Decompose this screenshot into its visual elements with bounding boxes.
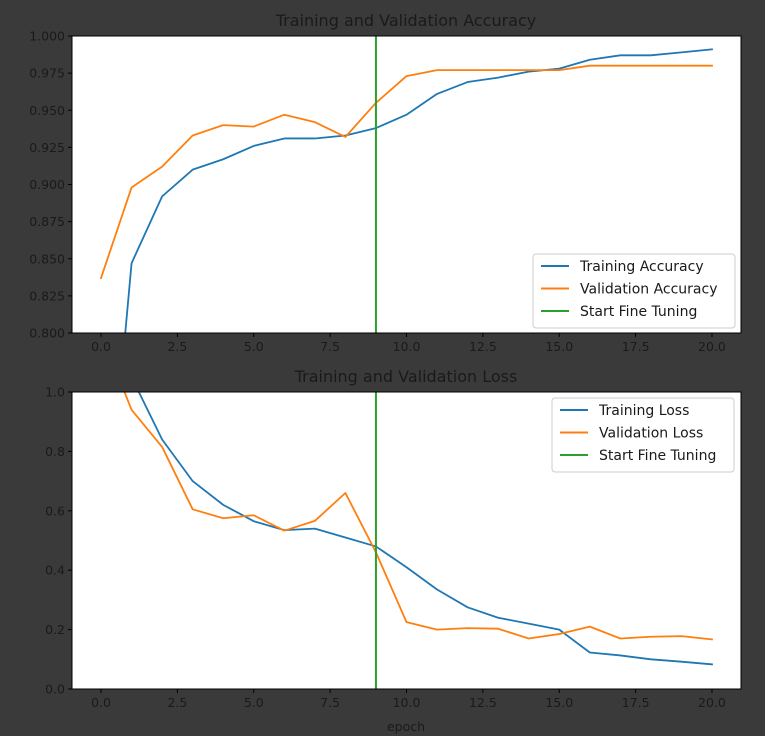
accuracy-y-axis: 0.800 0.825 0.850 0.875 0.900 0.925 0.950 0.975…	[29, 29, 72, 341]
accuracy-x-tick-label: 2.5	[167, 339, 187, 354]
accuracy-x-tick-label: 20.0	[698, 339, 726, 354]
accuracy-y-tick-label: 0.900	[29, 177, 65, 192]
accuracy-legend-box	[532, 253, 736, 329]
accuracy-x-tick-label: 17.5	[622, 339, 650, 354]
accuracy-legend: Training Accuracy Validation Accuracy Star…	[532, 253, 736, 329]
loss-y-tick-label: 0.0	[45, 682, 65, 697]
loss-x-axis: 0.0 2.5 5.0 7.5 10.0 12.5 15.0 17.5 20.0	[91, 689, 726, 710]
accuracy-y-tick-label: 1.000	[29, 29, 65, 44]
loss-x-axis-label: epoch	[387, 719, 425, 734]
loss-x-tick-label: 17.5	[622, 695, 650, 710]
loss-x-tick-label: 15.0	[545, 695, 573, 710]
loss-x-tick-label: 7.5	[320, 695, 340, 710]
accuracy-series-line-training	[124, 48, 713, 333]
loss-y-axis: 0.0 0.2 0.4 0.6 0.8 1.0	[45, 385, 72, 697]
accuracy-legend-label: Training Accuracy	[579, 259, 704, 275]
accuracy-y-tick-label: 0.825	[29, 288, 65, 303]
accuracy-x-tick-label: 10.0	[393, 339, 421, 354]
accuracy-x-tick-label: 7.5	[320, 339, 340, 354]
loss-x-tick-label: 12.5	[469, 695, 497, 710]
accuracy-marks	[99, 36, 713, 333]
loss-legend: Training Loss Validation Loss Start Fine T…	[551, 397, 735, 473]
loss-legend-box	[551, 397, 735, 473]
accuracy-legend-label: Start Fine Tuning	[580, 304, 697, 320]
accuracy-x-tick-label: 5.0	[244, 339, 264, 354]
loss-y-tick-label: 0.8	[45, 444, 65, 459]
loss-y-tick-label: 0.6	[45, 503, 65, 518]
accuracy-y-tick-label: 0.800	[29, 326, 65, 341]
accuracy-x-tick-label: 0.0	[91, 339, 111, 354]
loss-legend-label: Validation Loss	[599, 426, 703, 442]
accuracy-chart: Training and Validation Accuracy 0.0 2.5 5…	[29, 11, 742, 354]
loss-x-tick-label: 0.0	[91, 695, 111, 710]
accuracy-legend-label: Validation Accuracy	[580, 282, 718, 298]
accuracy-y-tick-label: 0.875	[29, 214, 65, 229]
accuracy-x-tick-label: 15.0	[545, 339, 573, 354]
accuracy-y-tick-label: 0.850	[29, 251, 65, 266]
loss-series-line-training	[137, 392, 713, 666]
loss-x-tick-label: 5.0	[244, 695, 264, 710]
loss-x-tick-label: 2.5	[167, 695, 187, 710]
loss-x-tick-label: 20.0	[698, 695, 726, 710]
accuracy-series-line-validation	[99, 64, 713, 280]
loss-chart: Training and Validation Loss 0.0 2.5 5.0 7.…	[45, 367, 742, 734]
accuracy-x-axis: 0.0 2.5 5.0 7.5 10.0 12.5 15.0 17.5 20.0	[91, 333, 726, 354]
loss-legend-label: Training Loss	[598, 403, 689, 419]
loss-y-tick-label: 0.4	[45, 563, 65, 578]
loss-marks	[123, 392, 713, 689]
accuracy-y-tick-label: 0.950	[29, 103, 65, 118]
accuracy-x-tick-label: 12.5	[469, 339, 497, 354]
loss-x-tick-label: 10.0	[393, 695, 421, 710]
accuracy-chart-title: Training and Validation Accuracy	[275, 11, 537, 30]
accuracy-y-tick-label: 0.975	[29, 66, 65, 81]
loss-series-line-validation	[123, 392, 713, 641]
loss-y-tick-label: 1.0	[45, 385, 65, 400]
loss-chart-title: Training and Validation Loss	[294, 367, 518, 386]
loss-y-tick-label: 0.2	[45, 622, 65, 637]
accuracy-y-tick-label: 0.925	[29, 140, 65, 155]
loss-legend-label: Start Fine Tuning	[599, 448, 716, 464]
